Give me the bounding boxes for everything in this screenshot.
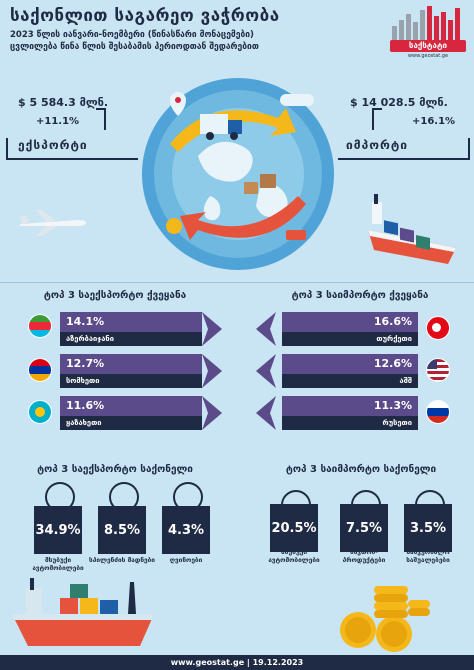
import-goods-label-2: ნავთობ-პროდუქტები xyxy=(342,548,386,564)
export-country-pct-3: 11.6% xyxy=(66,399,105,412)
import-bracket xyxy=(372,108,382,130)
kazakhstan-flag-icon xyxy=(28,400,52,424)
footer: www.geostat.ge | 19.12.2023 xyxy=(0,655,474,670)
coins-icon xyxy=(340,586,430,652)
import-label: იმპორტი xyxy=(346,138,409,152)
export-label: ექსპორტი xyxy=(18,138,88,152)
import-change: +16.1% xyxy=(412,116,456,127)
export-country-name-1: აზერბაიჯანი xyxy=(60,332,202,346)
export-value: $ 5 584.3 მლნ. xyxy=(18,96,109,109)
import-goods-pct-3: 3.5% xyxy=(404,504,452,552)
export-goods-label-1: მსუბუქი ავტომობილები xyxy=(32,556,84,572)
chevron-left-icon xyxy=(256,396,276,430)
import-country-pct-1: 16.6% xyxy=(373,315,412,328)
import-goods-title: ტოპ 3 საიმპორტო საქონელი xyxy=(285,464,437,475)
import-frame xyxy=(338,138,470,160)
import-goods-label-3: სამკურნალო საშუალებები xyxy=(406,548,450,564)
airplane-icon xyxy=(20,210,86,236)
globe-trade-illustration xyxy=(142,78,334,270)
export-country-pct-2: 12.7% xyxy=(66,357,105,370)
chevron-right-icon xyxy=(202,312,222,346)
import-country-bar-3: 11.3% xyxy=(282,396,418,416)
import-country-bar-2: 12.6% xyxy=(282,354,418,374)
geostat-logo-bars-icon xyxy=(392,6,460,40)
export-country-bar-1: 14.1% xyxy=(60,312,202,332)
import-country-name-3: რუსეთი xyxy=(282,416,418,430)
chevron-right-icon xyxy=(202,396,222,430)
subtitle-period: 2023 წლის იანვარი-ნოემბერი (წინასწარი მო… xyxy=(10,30,254,40)
chevron-left-icon xyxy=(256,312,276,346)
cargo-ship-icon xyxy=(368,194,456,264)
export-change: +11.1% xyxy=(36,116,80,127)
subtitle-change: ცვლილება წინა წლის შესაბამის პერიოდთან შ… xyxy=(10,42,259,52)
import-goods-pct-1: 20.5% xyxy=(270,504,318,552)
export-goods-label-3: ღვინოები xyxy=(169,556,203,564)
page-title: საქონლით საგარეო ვაჭრობა xyxy=(10,6,280,26)
import-country-name-2: აშშ xyxy=(282,374,418,388)
export-country-bar-3: 11.6% xyxy=(60,396,202,416)
export-country-name-2: სომხეთი xyxy=(60,374,202,388)
chevron-right-icon xyxy=(202,354,222,388)
export-frame xyxy=(6,138,138,160)
azerbaijan-flag-icon xyxy=(28,314,52,338)
import-value: $ 14 028.5 მლნ. xyxy=(350,96,448,109)
armenia-flag-icon xyxy=(28,358,52,382)
export-goods-label-2: სპილენძის მადნები xyxy=(89,556,155,564)
export-goods-pct-1: 34.9% xyxy=(34,506,82,554)
import-goods-pct-2: 7.5% xyxy=(340,504,388,552)
geostat-logo-url: www.geostat.ge xyxy=(407,53,449,59)
import-country-bar-1: 16.6% xyxy=(282,312,418,332)
usa-flag-icon xyxy=(426,358,450,382)
divider xyxy=(0,282,474,283)
export-country-bar-2: 12.7% xyxy=(60,354,202,374)
import-country-name-1: თურქეთი xyxy=(282,332,418,346)
export-goods-title: ტოპ 3 საექსპორტო საქონელი xyxy=(37,464,193,475)
export-countries-title: ტოპ 3 საექსპორტო ქვეყანა xyxy=(43,290,187,301)
container-ship-icon xyxy=(12,578,154,646)
import-countries-title: ტოპ 3 საიმპორტო ქვეყანა xyxy=(291,290,429,301)
geostat-logo-text: საქსტატი xyxy=(390,40,466,52)
import-country-pct-3: 11.3% xyxy=(373,399,412,412)
export-goods-pct-2: 8.5% xyxy=(98,506,146,554)
export-bracket xyxy=(96,108,106,130)
export-goods-pct-3: 4.3% xyxy=(162,506,210,554)
chevron-left-icon xyxy=(256,354,276,388)
import-goods-label-1: მსუბუქი ავტომობილები xyxy=(268,548,320,564)
export-country-pct-1: 14.1% xyxy=(66,315,105,328)
export-country-name-3: ყაზახეთი xyxy=(60,416,202,430)
turkey-flag-icon xyxy=(426,316,450,340)
russia-flag-icon xyxy=(426,400,450,424)
import-country-pct-2: 12.6% xyxy=(373,357,412,370)
